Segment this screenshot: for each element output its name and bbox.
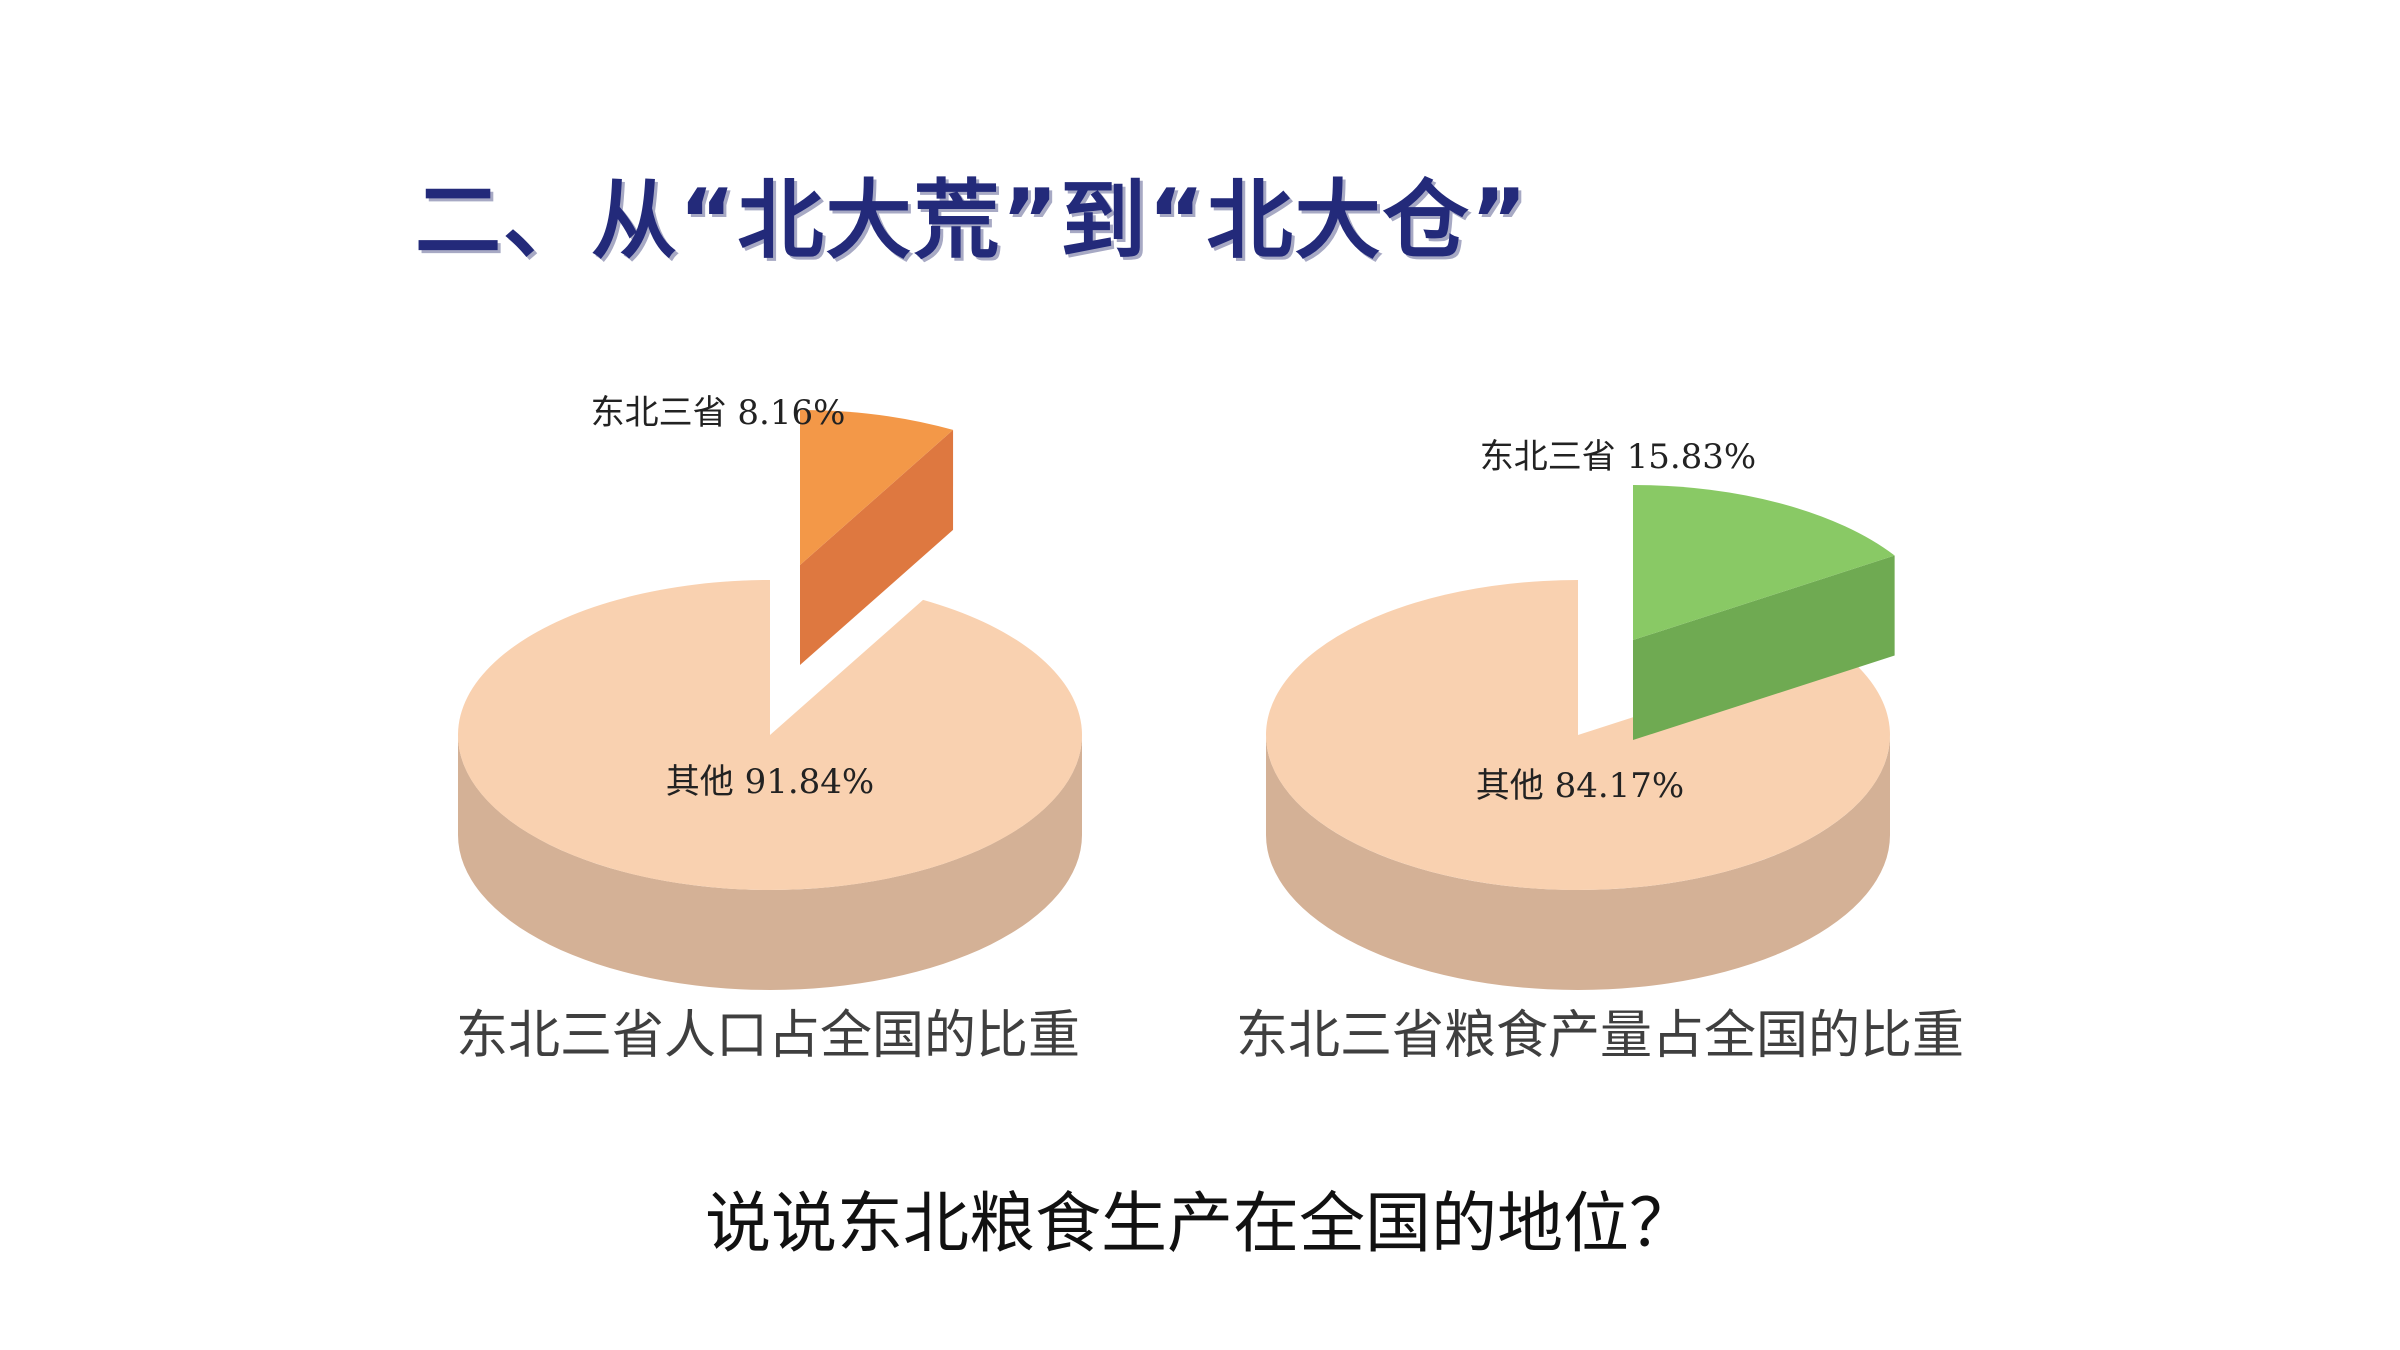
pie-slice-northeast-side (800, 429, 954, 665)
pie-chart-population: 东北三省 8.16% 其他 91.84% (458, 393, 1083, 990)
slice-label-other: 其他 84.17% (1476, 766, 1684, 806)
slice-label-northeast: 东北三省 8.16% (591, 393, 846, 433)
pie-slice-other-side (458, 735, 1082, 990)
pie-slice-other-side (1266, 735, 1890, 990)
chart-caption-grain: 东北三省粮食产量占全国的比重 (1235, 1006, 1964, 1066)
chart-caption-population: 东北三省人口占全国的比重 (455, 1006, 1080, 1066)
pie-slice-northeast (800, 410, 954, 565)
pie-slice-other (458, 580, 1083, 890)
slice-label-northeast: 东北三省 15.83% (1480, 437, 1756, 477)
pie-slice-northeast (1633, 485, 1895, 640)
slide-title: 二、从“北大荒”到“北大仓” (415, 171, 1530, 271)
pie-chart-grain: 东北三省 15.83% 其他 84.17% (1266, 437, 1895, 990)
discussion-question: 说说东北粮食生产在全国的地位？ (705, 1185, 1695, 1262)
pie-slice-other (1266, 580, 1891, 891)
pie-slice-northeast-side (1633, 555, 1895, 740)
slice-label-other: 其他 91.84% (666, 762, 874, 802)
